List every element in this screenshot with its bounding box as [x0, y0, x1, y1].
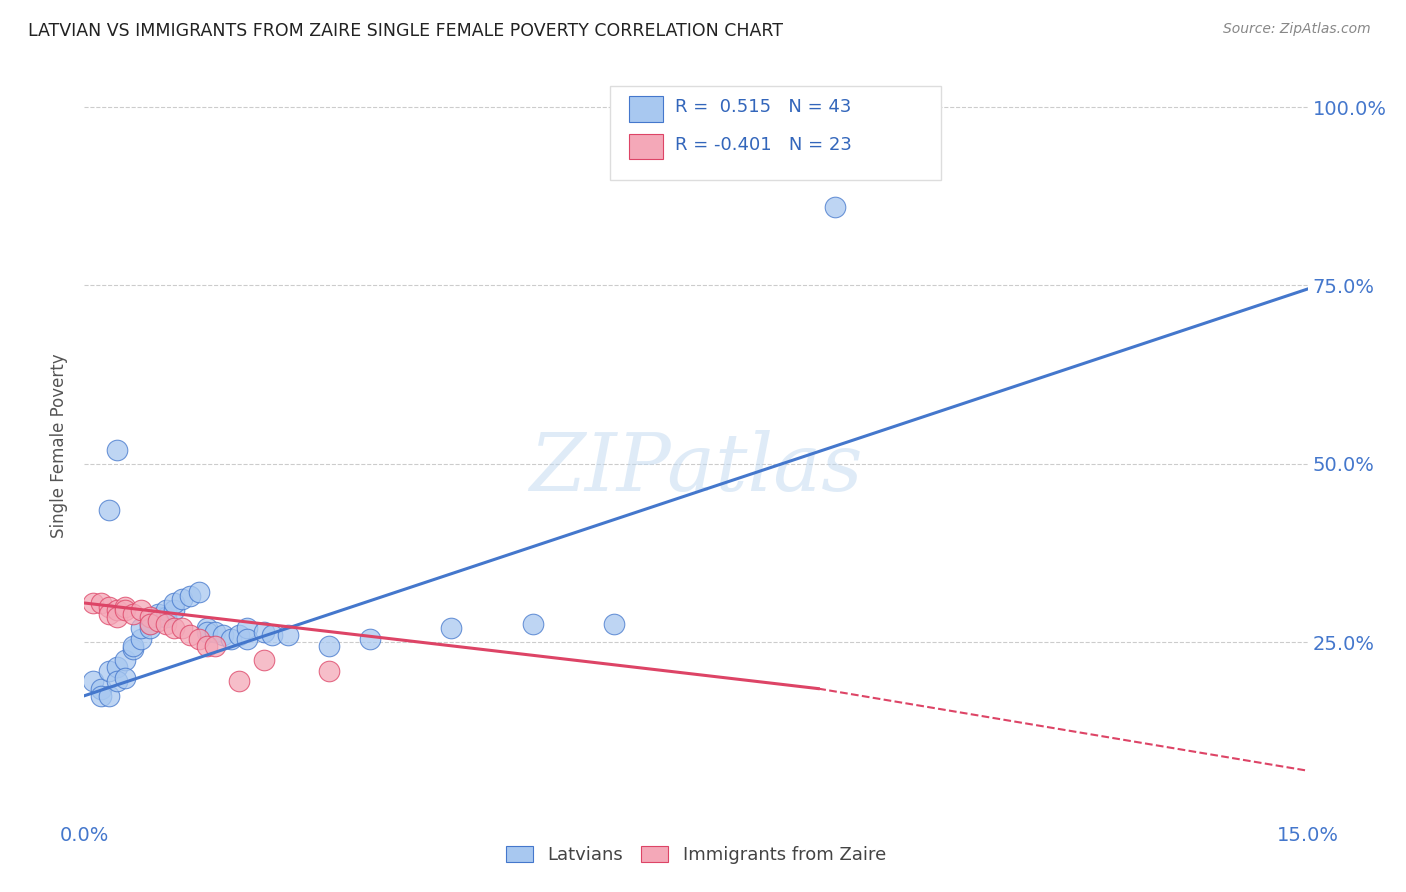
Point — [114, 653, 136, 667]
Point — [131, 621, 153, 635]
Point — [105, 603, 128, 617]
Point — [114, 603, 136, 617]
Point — [146, 610, 169, 624]
Point — [195, 624, 218, 639]
Point — [97, 503, 120, 517]
Point — [114, 599, 136, 614]
Point — [138, 617, 160, 632]
Point — [195, 621, 218, 635]
Point — [195, 639, 218, 653]
Point — [114, 671, 136, 685]
Point — [228, 674, 250, 689]
Point — [260, 628, 283, 642]
Point — [155, 617, 177, 632]
Point — [97, 607, 120, 621]
Point — [204, 624, 226, 639]
Point — [105, 660, 128, 674]
Point — [179, 589, 201, 603]
Point — [131, 603, 153, 617]
Point — [440, 621, 463, 635]
Point — [318, 664, 340, 678]
Point — [97, 689, 120, 703]
Point — [138, 621, 160, 635]
Legend: Latvians, Immigrants from Zaire: Latvians, Immigrants from Zaire — [506, 846, 886, 864]
FancyBboxPatch shape — [628, 134, 664, 159]
Point — [90, 689, 112, 703]
Point — [318, 639, 340, 653]
Text: LATVIAN VS IMMIGRANTS FROM ZAIRE SINGLE FEMALE POVERTY CORRELATION CHART: LATVIAN VS IMMIGRANTS FROM ZAIRE SINGLE … — [28, 22, 783, 40]
Point — [219, 632, 242, 646]
Point — [105, 610, 128, 624]
Point — [105, 674, 128, 689]
Point — [253, 653, 276, 667]
Point — [146, 607, 169, 621]
Point — [155, 610, 177, 624]
Point — [122, 642, 145, 657]
Point — [90, 681, 112, 696]
Point — [97, 599, 120, 614]
Point — [204, 639, 226, 653]
Point — [97, 664, 120, 678]
Point — [131, 632, 153, 646]
Point — [122, 607, 145, 621]
FancyBboxPatch shape — [628, 96, 664, 121]
Point — [163, 603, 186, 617]
Text: R = -0.401   N = 23: R = -0.401 N = 23 — [675, 136, 852, 153]
Point — [824, 200, 846, 214]
Point — [138, 610, 160, 624]
Point — [603, 617, 626, 632]
Text: Source: ZipAtlas.com: Source: ZipAtlas.com — [1223, 22, 1371, 37]
Point — [146, 614, 169, 628]
Point — [163, 596, 186, 610]
Point — [90, 596, 112, 610]
Point — [82, 596, 104, 610]
Point — [253, 624, 276, 639]
Point — [172, 592, 194, 607]
Point — [522, 617, 544, 632]
Text: R =  0.515   N = 43: R = 0.515 N = 43 — [675, 98, 852, 116]
Point — [236, 621, 259, 635]
Point — [277, 628, 299, 642]
Point — [236, 632, 259, 646]
Point — [359, 632, 381, 646]
Point — [187, 585, 209, 599]
FancyBboxPatch shape — [610, 87, 941, 180]
Point — [155, 603, 177, 617]
Text: ZIPatlas: ZIPatlas — [529, 430, 863, 508]
Point — [122, 639, 145, 653]
Point — [163, 621, 186, 635]
Y-axis label: Single Female Poverty: Single Female Poverty — [51, 354, 69, 538]
Point — [138, 617, 160, 632]
Point — [228, 628, 250, 642]
Point — [105, 442, 128, 457]
Point — [82, 674, 104, 689]
Point — [172, 621, 194, 635]
Point — [187, 632, 209, 646]
Point — [212, 628, 235, 642]
Point — [179, 628, 201, 642]
